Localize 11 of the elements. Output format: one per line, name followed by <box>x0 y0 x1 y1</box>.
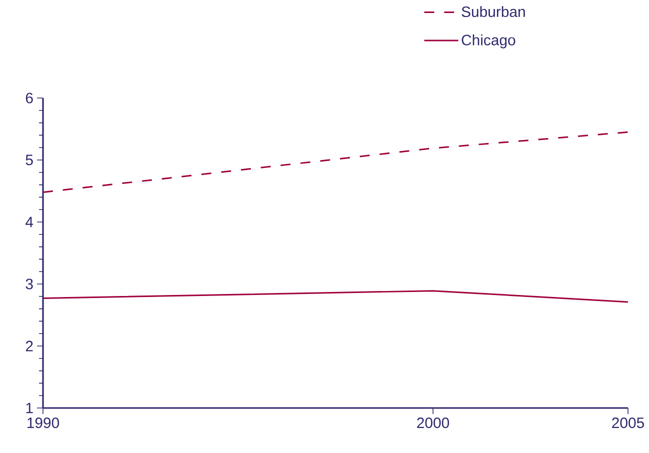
x-tick-label: 2000 <box>417 418 450 428</box>
y-tick-label: 1 <box>26 402 33 414</box>
y-tick-label: 4 <box>26 216 34 228</box>
y-tick-label: 6 <box>26 92 33 104</box>
x-tick-label: 2005 <box>612 418 644 428</box>
y-tick-label: 2 <box>26 340 33 352</box>
y-tick-label: 5 <box>26 154 33 166</box>
x-tick-label: 1990 <box>28 418 60 428</box>
legend-label: Chicago <box>462 34 516 48</box>
legend-label: Suburban <box>462 6 525 18</box>
y-tick-label: 3 <box>26 278 33 290</box>
